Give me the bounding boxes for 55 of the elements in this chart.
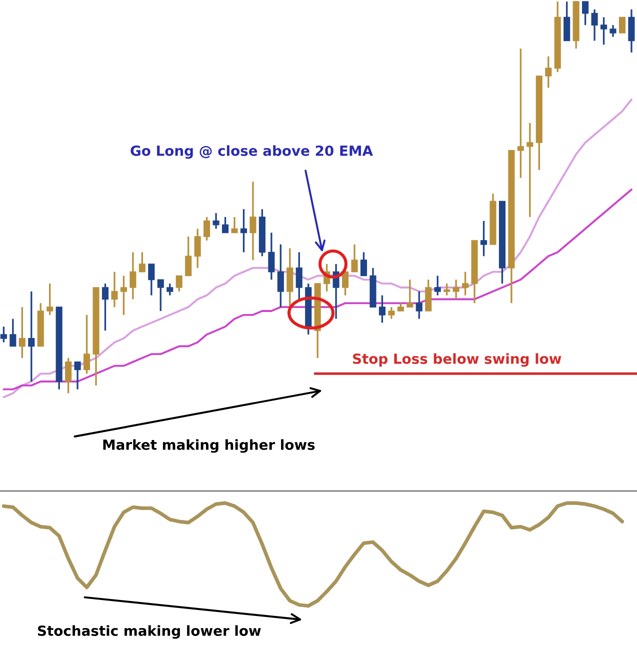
candlestick xyxy=(444,282,450,296)
candlestick xyxy=(18,306,26,359)
candlestick xyxy=(591,8,598,42)
candlestick xyxy=(176,274,182,292)
candlestick xyxy=(416,290,422,320)
candlestick xyxy=(277,244,284,308)
candlestick xyxy=(406,278,414,308)
candlestick xyxy=(296,251,302,300)
candlestick xyxy=(194,228,201,269)
candlestick xyxy=(111,270,118,308)
candlestick xyxy=(434,274,441,296)
ref-line-label: Stop Loss below swing low xyxy=(352,353,562,367)
candlestick xyxy=(351,244,358,273)
candlestick xyxy=(231,216,238,234)
candlestick xyxy=(388,306,395,320)
candlestick xyxy=(10,318,16,348)
candlestick xyxy=(545,56,552,89)
candlestick xyxy=(74,361,81,390)
candlestick xyxy=(84,314,90,375)
candlestick xyxy=(120,274,127,316)
candlestick xyxy=(130,251,136,300)
candlestick xyxy=(582,0,589,26)
candlestick xyxy=(250,180,256,261)
candlestick xyxy=(204,216,210,242)
candlestick xyxy=(526,122,534,218)
candlestick xyxy=(0,326,7,344)
candlestick xyxy=(212,212,220,230)
candlestick xyxy=(157,278,164,312)
candlestick xyxy=(240,208,248,254)
text: Market making higher lows xyxy=(103,439,315,453)
candlestick xyxy=(286,247,294,308)
candlestick xyxy=(618,16,626,34)
candlestick xyxy=(517,48,524,179)
text: Stochastic making lower low xyxy=(38,625,261,639)
candlestick xyxy=(360,251,368,277)
candlestick xyxy=(462,270,469,296)
candlestick xyxy=(46,282,54,316)
candlestick xyxy=(610,24,616,38)
candlestick xyxy=(378,294,386,324)
candlestick xyxy=(222,216,229,234)
annotation: Go Long @ close above 20 EMA xyxy=(130,145,373,159)
candlestick xyxy=(148,263,155,296)
candlestick xyxy=(425,278,432,312)
candlestick xyxy=(452,278,460,300)
candlestick xyxy=(480,220,488,257)
candlestick xyxy=(268,232,275,280)
candlestick xyxy=(185,236,192,277)
candlestick xyxy=(564,0,570,42)
candlestick xyxy=(65,357,72,394)
candlestick xyxy=(628,8,635,54)
candlestick xyxy=(138,251,146,273)
candlestick xyxy=(28,290,35,382)
candlestick xyxy=(600,16,608,46)
candlestick xyxy=(102,282,109,332)
candlestick xyxy=(166,282,174,296)
